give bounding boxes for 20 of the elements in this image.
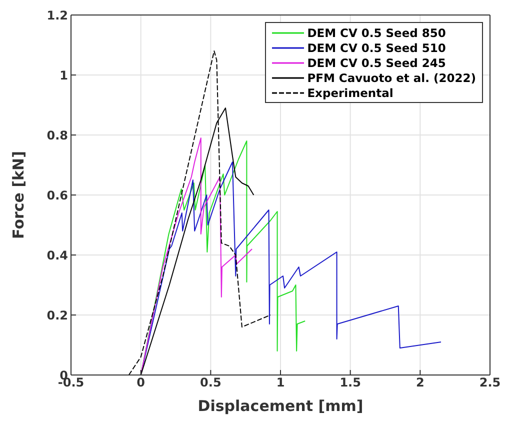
- x-tick-label: 0: [136, 376, 146, 390]
- y-tick-label: 0.2: [46, 308, 68, 322]
- y-tick-label: 0.4: [46, 248, 68, 262]
- y-tick-label: 1: [60, 68, 68, 82]
- legend-label: DEM CV 0.5 Seed 510: [307, 40, 446, 54]
- legend-label: Experimental: [307, 86, 394, 100]
- line-series: [128, 50, 271, 375]
- legend-label: PFM Cavuoto et al. (2022): [307, 70, 476, 84]
- x-tick-label: 1.5: [340, 376, 361, 390]
- x-tick-label: 2: [416, 376, 424, 390]
- y-tick-label: 0.8: [46, 128, 68, 142]
- legend-label: DEM CV 0.5 Seed 245: [307, 56, 446, 70]
- x-tick-label: 0.5: [200, 376, 222, 390]
- x-tick-label: 1: [276, 376, 285, 390]
- y-tick-label: 0.6: [46, 188, 68, 202]
- x-tick-label: 2.5: [479, 376, 501, 390]
- y-axis-title: Force [kN]: [9, 151, 28, 239]
- y-tick-label: 1.2: [46, 8, 68, 22]
- legend-label: DEM CV 0.5 Seed 850: [307, 26, 446, 40]
- x-axis-title: Displacement [mm]: [198, 397, 364, 415]
